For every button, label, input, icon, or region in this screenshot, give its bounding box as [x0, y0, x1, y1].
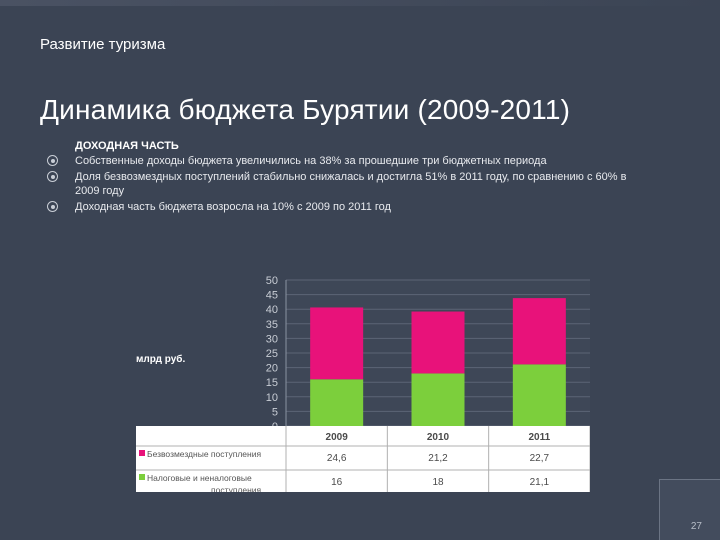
legend-swatch: [139, 450, 145, 456]
y-tick-label: 20: [266, 363, 278, 375]
y-tick-label: 35: [266, 319, 278, 331]
y-tick-label: 5: [272, 406, 278, 418]
stacked-bar-chart: 05101520253035404550200920102011Безвозме…: [136, 275, 590, 492]
subheading: ДОХОДНАЯ ЧАСТЬ: [75, 140, 179, 152]
y-tick-label: 40: [266, 304, 278, 316]
x-tick-label: 2011: [528, 432, 550, 443]
content-block: ДОХОДНАЯ ЧАСТЬ Собственные доходы бюджет…: [44, 140, 644, 216]
bullet-icon: [47, 201, 58, 212]
data-label: 22,7: [530, 453, 550, 464]
page-number: 27: [690, 521, 702, 532]
y-tick-label: 25: [266, 348, 278, 360]
section-title: Развитие туризма: [40, 36, 166, 53]
bullet-text: Доля безвозмездных поступлений стабильно…: [75, 171, 627, 197]
bar-segment: [512, 298, 566, 365]
bullet-item: Доходная часть бюджета возросла на 10% с…: [44, 200, 644, 214]
y-tick-label: 10: [266, 392, 278, 404]
y-tick-label: 50: [266, 275, 278, 287]
bullet-text: Собственные доходы бюджета увеличились н…: [75, 155, 547, 167]
data-label: 21,2: [428, 453, 448, 464]
legend-swatch: [139, 474, 145, 480]
bullet-icon: [47, 155, 58, 166]
x-tick-label: 2009: [326, 432, 349, 443]
slide-title: Динамика бюджета Бурятии (2009-2011): [40, 94, 571, 125]
bullet-icon: [47, 171, 58, 182]
data-label: 24,6: [327, 453, 347, 464]
bullet-text: Доходная часть бюджета возросла на 10% с…: [75, 201, 391, 213]
y-tick-label: 45: [266, 290, 278, 302]
legend-entry: Безвозмездные поступления: [147, 449, 261, 459]
bar-segment: [310, 307, 364, 380]
y-axis-label: млрд руб.: [136, 354, 186, 365]
bar-segment: [411, 373, 465, 426]
legend-entry: Налоговые и неналоговые: [147, 473, 252, 483]
bullet-item: Доля безвозмездных поступлений стабильно…: [44, 170, 644, 198]
data-label: 16: [331, 477, 343, 488]
frame-top-line: [0, 0, 720, 6]
x-tick-label: 2010: [427, 432, 450, 443]
data-label: 18: [432, 477, 444, 488]
data-label: 21,1: [530, 477, 550, 488]
y-tick-label: 30: [266, 333, 278, 345]
bar-segment: [512, 364, 566, 426]
data-table-background: [136, 426, 590, 492]
bullet-item: Собственные доходы бюджета увеличились н…: [44, 154, 644, 168]
bar-segment: [310, 379, 364, 426]
bar-segment: [411, 311, 465, 374]
frame-corner: [659, 479, 720, 540]
y-tick-label: 15: [266, 377, 278, 389]
legend-entry: поступления: [211, 485, 262, 492]
